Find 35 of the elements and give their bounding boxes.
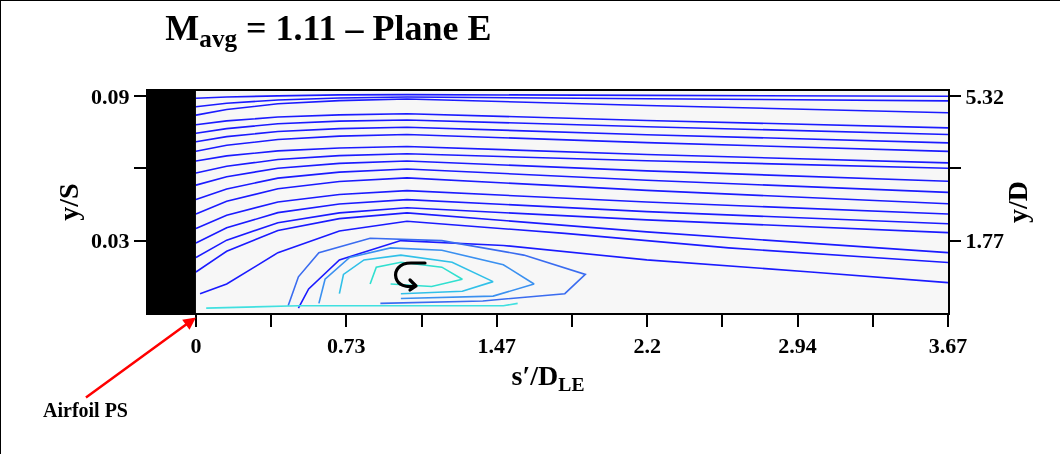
line-series bbox=[195, 119, 948, 136]
line-series bbox=[195, 145, 948, 164]
chart-title: M$_{avg}$ = 1.11 – Plane E bbox=[165, 7, 492, 53]
x-tick-label: 2.94 bbox=[778, 333, 817, 359]
band-label: Airfoil PS bbox=[43, 399, 128, 421]
y2-tick-label: 1.77 bbox=[965, 228, 1004, 254]
line-series bbox=[297, 239, 948, 309]
line-series bbox=[195, 177, 948, 215]
line-series bbox=[338, 254, 494, 295]
y-tick-label: 0.03 bbox=[91, 228, 130, 254]
line-series bbox=[195, 198, 948, 244]
line-series bbox=[199, 220, 948, 295]
x-axis-title: s′/D$_{LE}$ bbox=[511, 360, 585, 395]
line-series bbox=[195, 152, 948, 174]
line-series bbox=[195, 112, 948, 129]
line-series bbox=[195, 212, 948, 273]
y2-axis-title: y/D bbox=[1002, 181, 1033, 223]
y-tick-label: 0.09 bbox=[91, 83, 130, 109]
y2-tick-label: 5.32 bbox=[965, 83, 1004, 109]
line-series bbox=[195, 98, 948, 116]
line-series bbox=[318, 247, 535, 305]
line-series bbox=[369, 261, 464, 288]
x-tick-label: 0 bbox=[190, 333, 202, 359]
line-series bbox=[195, 126, 948, 144]
line-series bbox=[195, 189, 948, 230]
y-axis-title: y/S bbox=[53, 183, 85, 221]
line-series bbox=[195, 206, 948, 259]
x-tick-label: 0.73 bbox=[327, 333, 366, 359]
line-series bbox=[287, 237, 587, 307]
line-series bbox=[195, 160, 948, 186]
line-series bbox=[195, 133, 948, 153]
x-tick-label: 2.2 bbox=[633, 333, 661, 359]
x-tick-label: 3.67 bbox=[928, 333, 968, 359]
line-series bbox=[195, 168, 948, 201]
x-tick-label: 1.47 bbox=[477, 333, 517, 359]
